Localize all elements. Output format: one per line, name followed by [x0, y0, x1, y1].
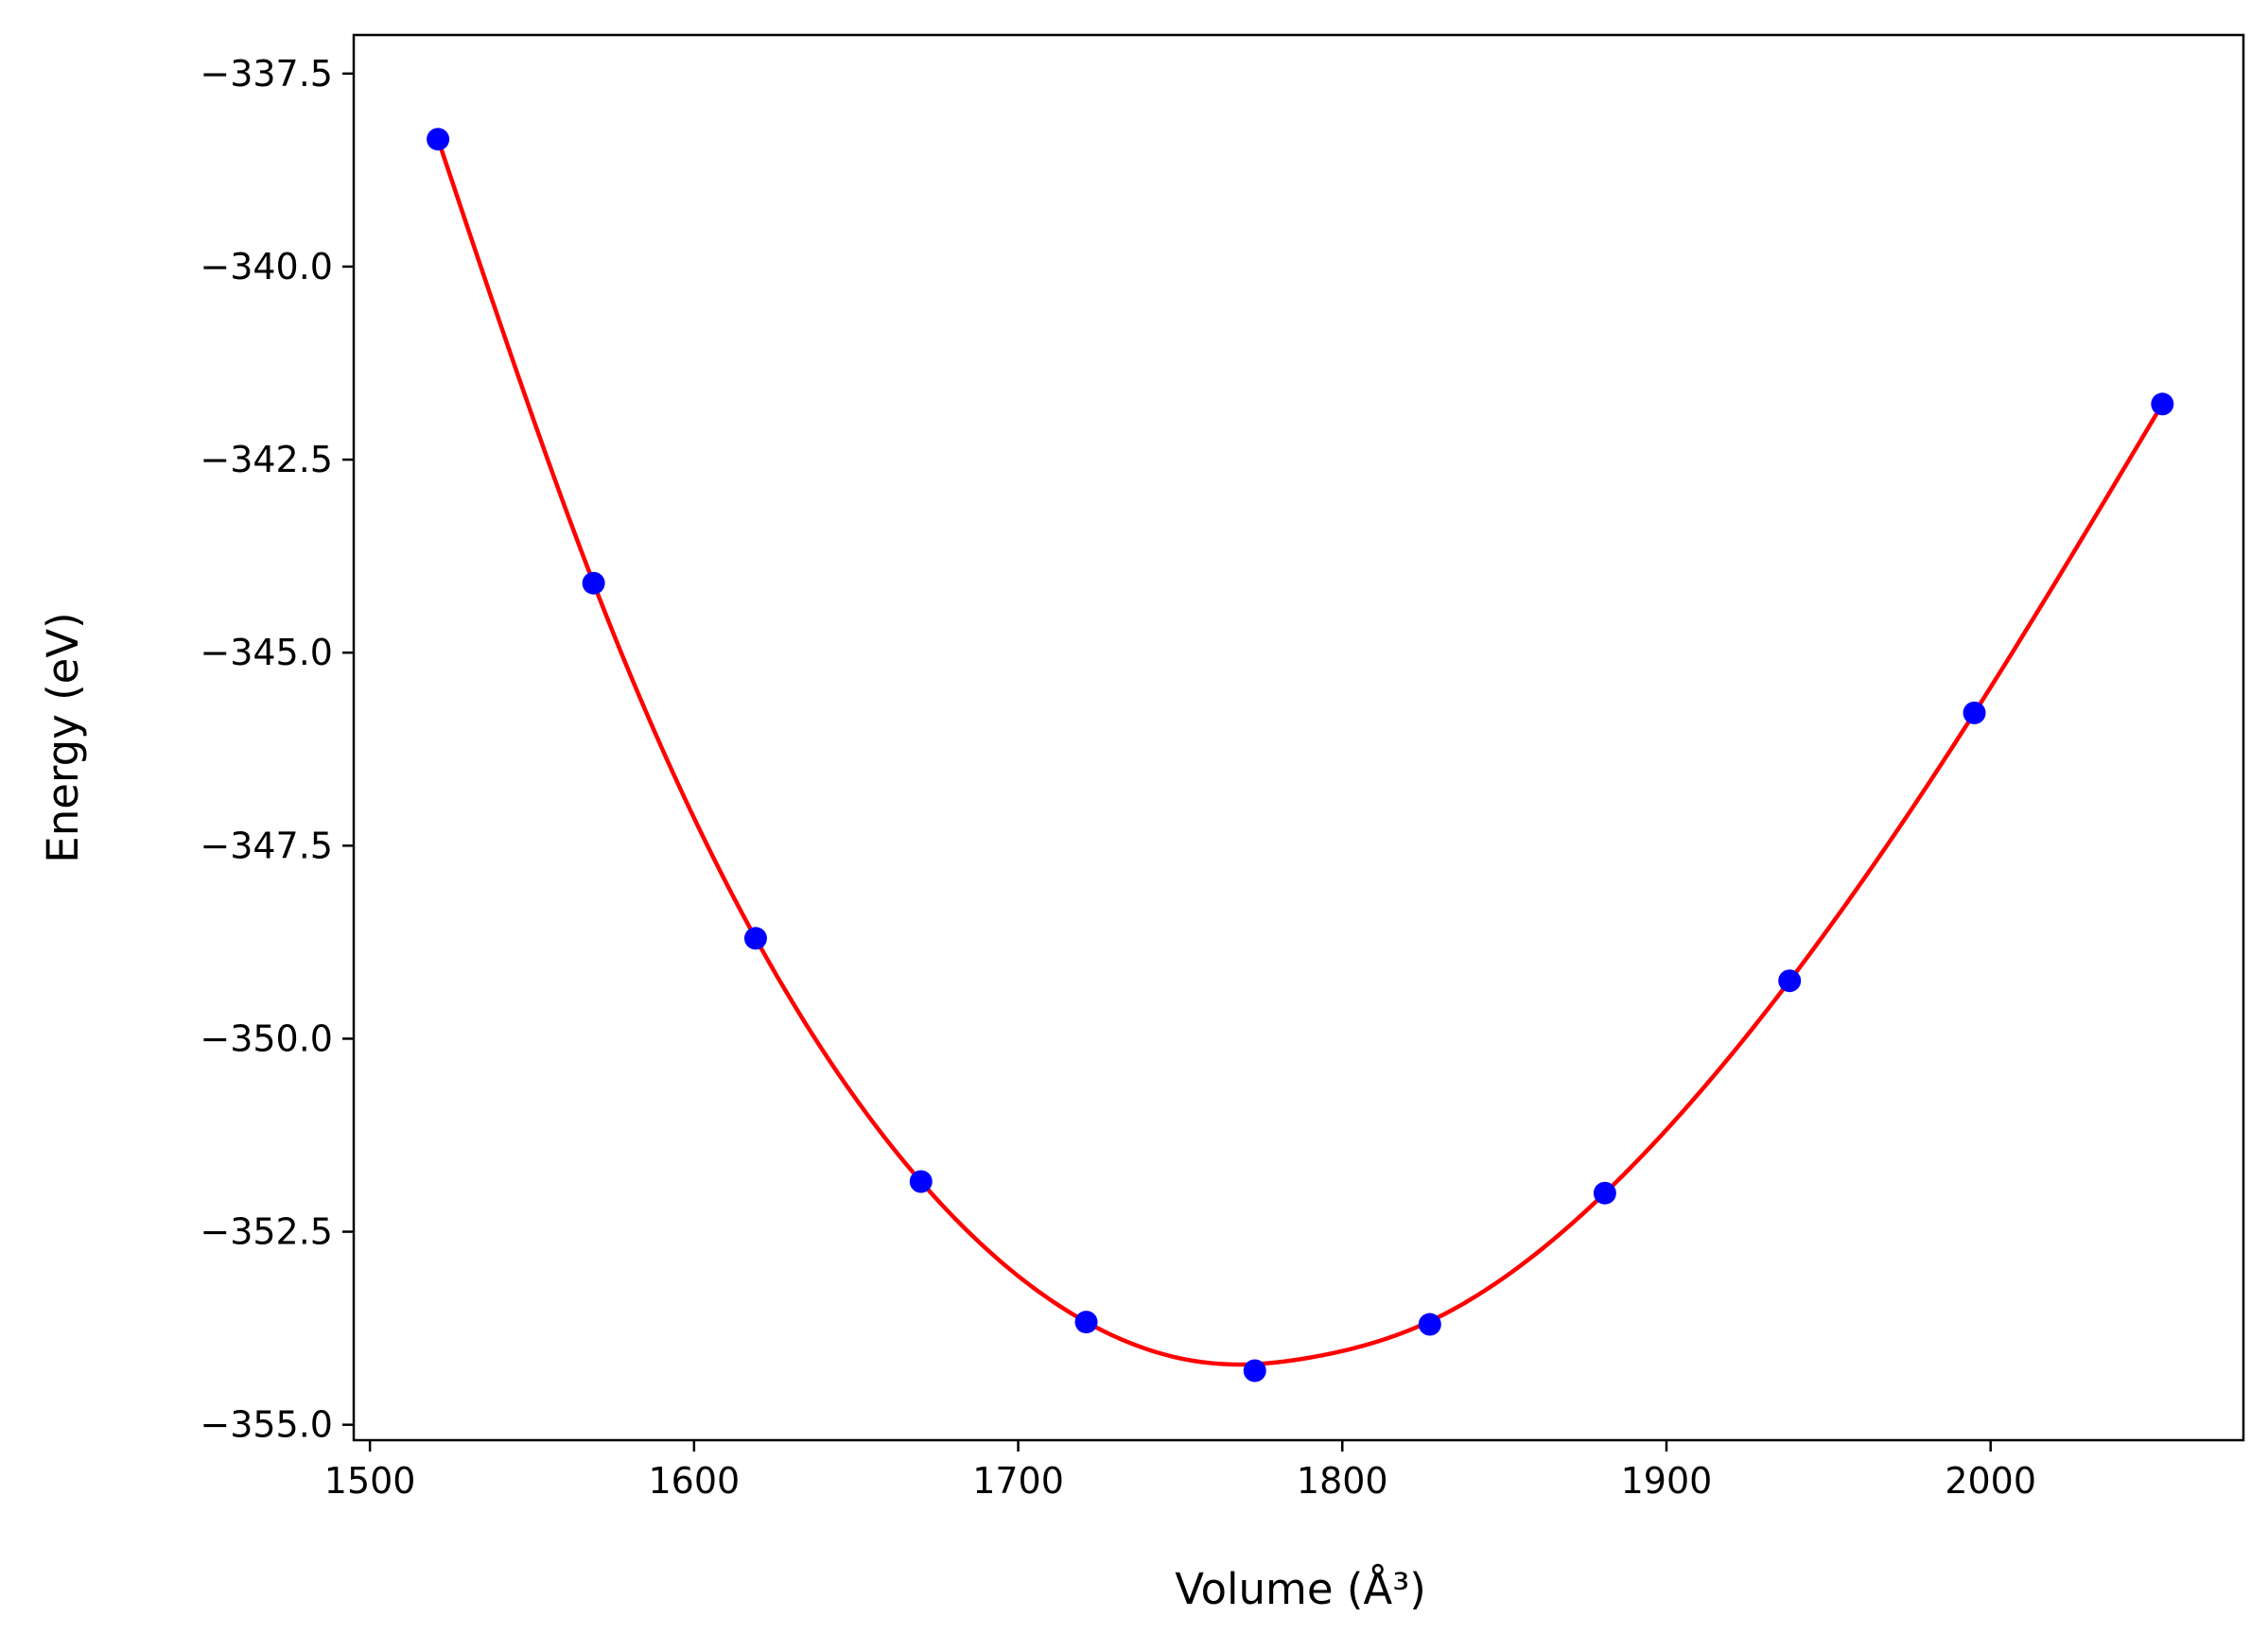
x-tick-label: 1700	[972, 1460, 1064, 1502]
x-tick-label: 1900	[1621, 1460, 1713, 1502]
y-tick-label: −340.0	[200, 246, 333, 287]
y-tick-label: −337.5	[200, 53, 333, 95]
y-axis-label: Energy (eV)	[38, 612, 88, 862]
data-point	[909, 1170, 933, 1193]
data-point	[1963, 701, 1986, 724]
x-axis-label: Volume (Å³)	[1175, 1564, 1426, 1614]
x-tick-label: 1500	[324, 1460, 416, 1502]
plot-background	[354, 35, 2243, 1440]
y-tick-label: −350.0	[200, 1017, 333, 1059]
data-point	[2151, 392, 2174, 416]
data-point	[1074, 1311, 1098, 1334]
y-tick-label: −345.0	[200, 632, 333, 673]
plot-area	[354, 35, 2243, 1440]
data-point	[1593, 1181, 1616, 1205]
data-point	[1418, 1313, 1441, 1336]
x-tick-label: 1600	[648, 1460, 740, 1502]
data-point	[427, 128, 450, 151]
fit-curve-line	[435, 138, 2165, 1367]
data-point	[1243, 1359, 1266, 1382]
y-tick-label: −352.5	[200, 1211, 333, 1253]
data-point	[582, 571, 605, 595]
y-tick-label: −355.0	[200, 1404, 333, 1446]
x-tick-label: 2000	[1945, 1460, 2036, 1502]
axes: 1500 1600 1700 1800 1900 2000 −337.5 −340.0 −342…	[200, 33, 2245, 1502]
data-point	[743, 927, 767, 950]
y-tick-label: −347.5	[200, 825, 333, 866]
data-point	[1778, 969, 1802, 993]
y-tick-label: −342.5	[200, 439, 333, 480]
axes-frame	[352, 33, 2245, 1442]
x-tick-label: 1800	[1297, 1460, 1388, 1502]
